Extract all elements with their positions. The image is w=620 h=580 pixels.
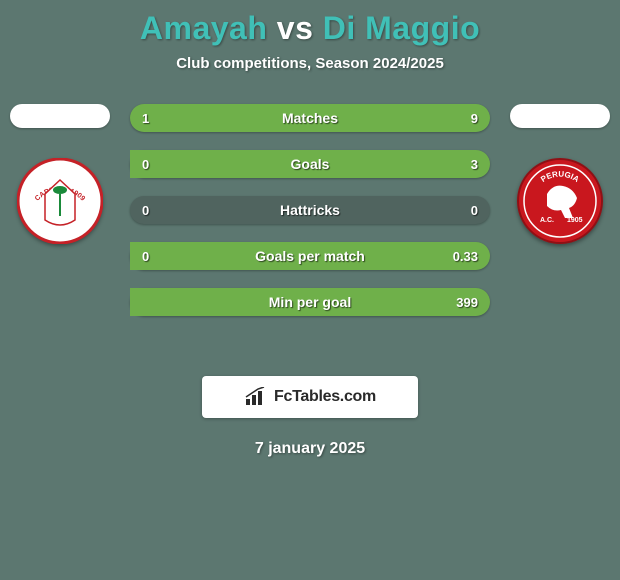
stat-label: Hattricks (130, 202, 490, 218)
stat-row: 0Hattricks0 (130, 196, 490, 224)
title-player2: Di Maggio (323, 10, 480, 46)
stat-label: Goals per match (130, 248, 490, 264)
team-right-badge: PERUGIA A.C. 1905 (517, 158, 603, 244)
footer-brand-text: FcTables.com (274, 388, 376, 406)
player1-name-pill (10, 104, 110, 128)
stat-label: Goals (130, 156, 490, 172)
team-left-badge: CARPI FC 1909 (17, 158, 103, 244)
stat-rows: 1Matches90Goals30Hattricks00Goals per ma… (130, 104, 490, 334)
player2-name-pill (510, 104, 610, 128)
stat-value-right: 9 (471, 111, 478, 126)
chart-icon (244, 387, 268, 407)
badge-right-subtext: A.C. (540, 217, 554, 224)
title-vs: vs (277, 10, 314, 46)
date-text: 7 january 2025 (0, 440, 620, 458)
stat-row: 1Matches9 (130, 104, 490, 132)
stat-value-right: 0.33 (453, 249, 478, 264)
title-player1: Amayah (140, 10, 268, 46)
footer-brand-box: FcTables.com (202, 376, 418, 418)
subtitle: Club competitions, Season 2024/2025 (0, 55, 620, 72)
stat-row: 0Goals3 (130, 150, 490, 178)
stat-value-right: 3 (471, 157, 478, 172)
page-title: Amayah vs Di Maggio (0, 0, 620, 47)
stat-value-right: 0 (471, 203, 478, 218)
comparison-area: CARPI FC 1909 PERUGIA (0, 104, 620, 364)
team-left-col: CARPI FC 1909 (10, 104, 110, 244)
stat-value-right: 399 (456, 295, 478, 310)
infographic-root: Amayah vs Di Maggio Club competitions, S… (0, 0, 620, 580)
team-right-col: PERUGIA A.C. 1905 (510, 104, 610, 244)
stat-row: 0Goals per match0.33 (130, 242, 490, 270)
badge-right-year: 1905 (567, 217, 583, 224)
stat-label: Matches (130, 110, 490, 126)
stat-label: Min per goal (130, 294, 490, 310)
stat-row: Min per goal399 (130, 288, 490, 316)
